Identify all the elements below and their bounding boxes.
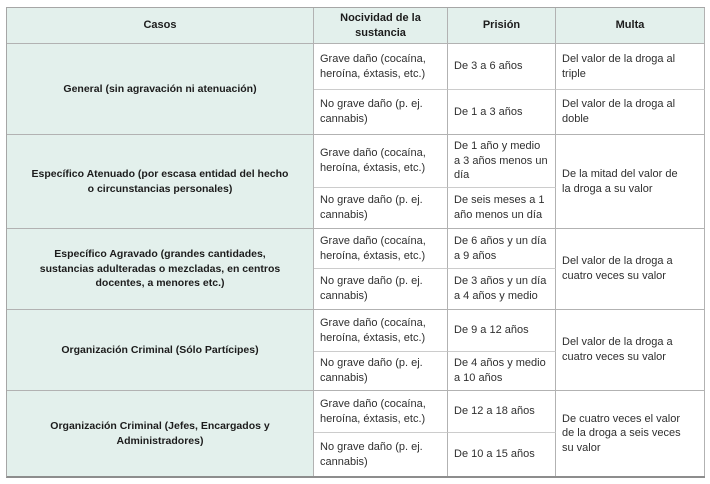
group-org-jefes-row-1: Organización Criminal (Jefes, Encargados…	[7, 391, 705, 476]
group-atenuado-row-2: No grave daño (p. ej. cannabis) De seis …	[7, 188, 705, 229]
table-header-row: Casos Nocividad de la sustancia Prisión …	[7, 8, 705, 44]
nocividad-cell: Grave daño (cocaína, heroína, éxtasis, e…	[314, 44, 448, 90]
caso-cell-general: General (sin agravación ni atenuación)	[7, 44, 314, 135]
nocividad-cell: No grave daño (p. ej. cannabis)	[314, 352, 448, 391]
column-header-nocividad: Nocividad de la sustancia	[314, 8, 448, 44]
prision-cell: De 12 a 18 años	[448, 391, 556, 433]
column-header-prision: Prisión	[448, 8, 556, 44]
drug-penalties-table: Casos Nocividad de la sustancia Prisión …	[6, 7, 705, 478]
nocividad-cell: Grave daño (cocaína, heroína, éxtasis, e…	[314, 229, 448, 269]
nocividad-cell: No grave daño (p. ej. cannabis)	[314, 269, 448, 310]
prision-cell: De 6 años y un día a 9 años	[448, 229, 556, 269]
caso-cell-org-jefes: Organización Criminal (Jefes, Encargados…	[7, 391, 314, 476]
caso-cell-agravado: Específico Agravado (grandes cantidades,…	[7, 229, 314, 310]
prision-cell: De seis meses a 1 año menos un día	[448, 188, 556, 229]
nocividad-cell: Grave daño (cocaína, heroína, éxtasis, e…	[314, 310, 448, 352]
multa-cell-merged: De la mitad del valor de la droga a su v…	[556, 135, 705, 229]
multa-cell-merged: De cuatro veces el valor de la droga a s…	[556, 391, 705, 476]
nocividad-cell: No grave daño (p. ej. cannabis)	[314, 433, 448, 476]
caso-cell-org-participes: Organización Criminal (Sólo Partícipes)	[7, 310, 314, 391]
nocividad-cell: Grave daño (cocaína, heroína, éxtasis, e…	[314, 391, 448, 433]
prision-cell: De 4 años y medio a 10 años	[448, 352, 556, 391]
nocividad-cell: No grave daño (p. ej. cannabis)	[314, 188, 448, 229]
multa-cell: Del valor de la droga al doble	[556, 90, 705, 135]
prision-cell: De 3 años y un día a 4 años y medio	[448, 269, 556, 310]
group-org-participes-row-2: No grave daño (p. ej. cannabis) De 4 año…	[7, 352, 705, 391]
group-agravado-row-2: No grave daño (p. ej. cannabis) De 3 año…	[7, 269, 705, 310]
caso-cell-atenuado: Específico Atenuado (por escasa entidad …	[7, 135, 314, 229]
column-header-casos: Casos	[7, 8, 314, 44]
multa-cell-merged: Del valor de la droga a cuatro veces su …	[556, 310, 705, 391]
prision-cell: De 9 a 12 años	[448, 310, 556, 352]
multa-cell-merged: Del valor de la droga a cuatro veces su …	[556, 229, 705, 310]
group-general-row-2: No grave daño (p. ej. cannabis) De 1 a 3…	[7, 90, 705, 135]
prision-cell: De 1 a 3 años	[448, 90, 556, 135]
group-org-participes-row-1: Organización Criminal (Sólo Partícipes) …	[7, 310, 705, 391]
group-general-row-1: General (sin agravación ni atenuación) G…	[7, 44, 705, 135]
nocividad-cell: No grave daño (p. ej. cannabis)	[314, 90, 448, 135]
column-header-multa: Multa	[556, 8, 705, 44]
group-agravado-row-1: Específico Agravado (grandes cantidades,…	[7, 229, 705, 310]
prision-cell: De 10 a 15 años	[448, 433, 556, 476]
prision-cell: De 1 año y medio a 3 años menos un día	[448, 135, 556, 188]
group-org-jefes-row-2: No grave daño (p. ej. cannabis) De 10 a …	[7, 433, 705, 476]
nocividad-cell: Grave daño (cocaína, heroína, éxtasis, e…	[314, 135, 448, 188]
group-atenuado-row-1: Específico Atenuado (por escasa entidad …	[7, 135, 705, 229]
prision-cell: De 3 a 6 años	[448, 44, 556, 90]
multa-cell: Del valor de la droga al triple	[556, 44, 705, 90]
